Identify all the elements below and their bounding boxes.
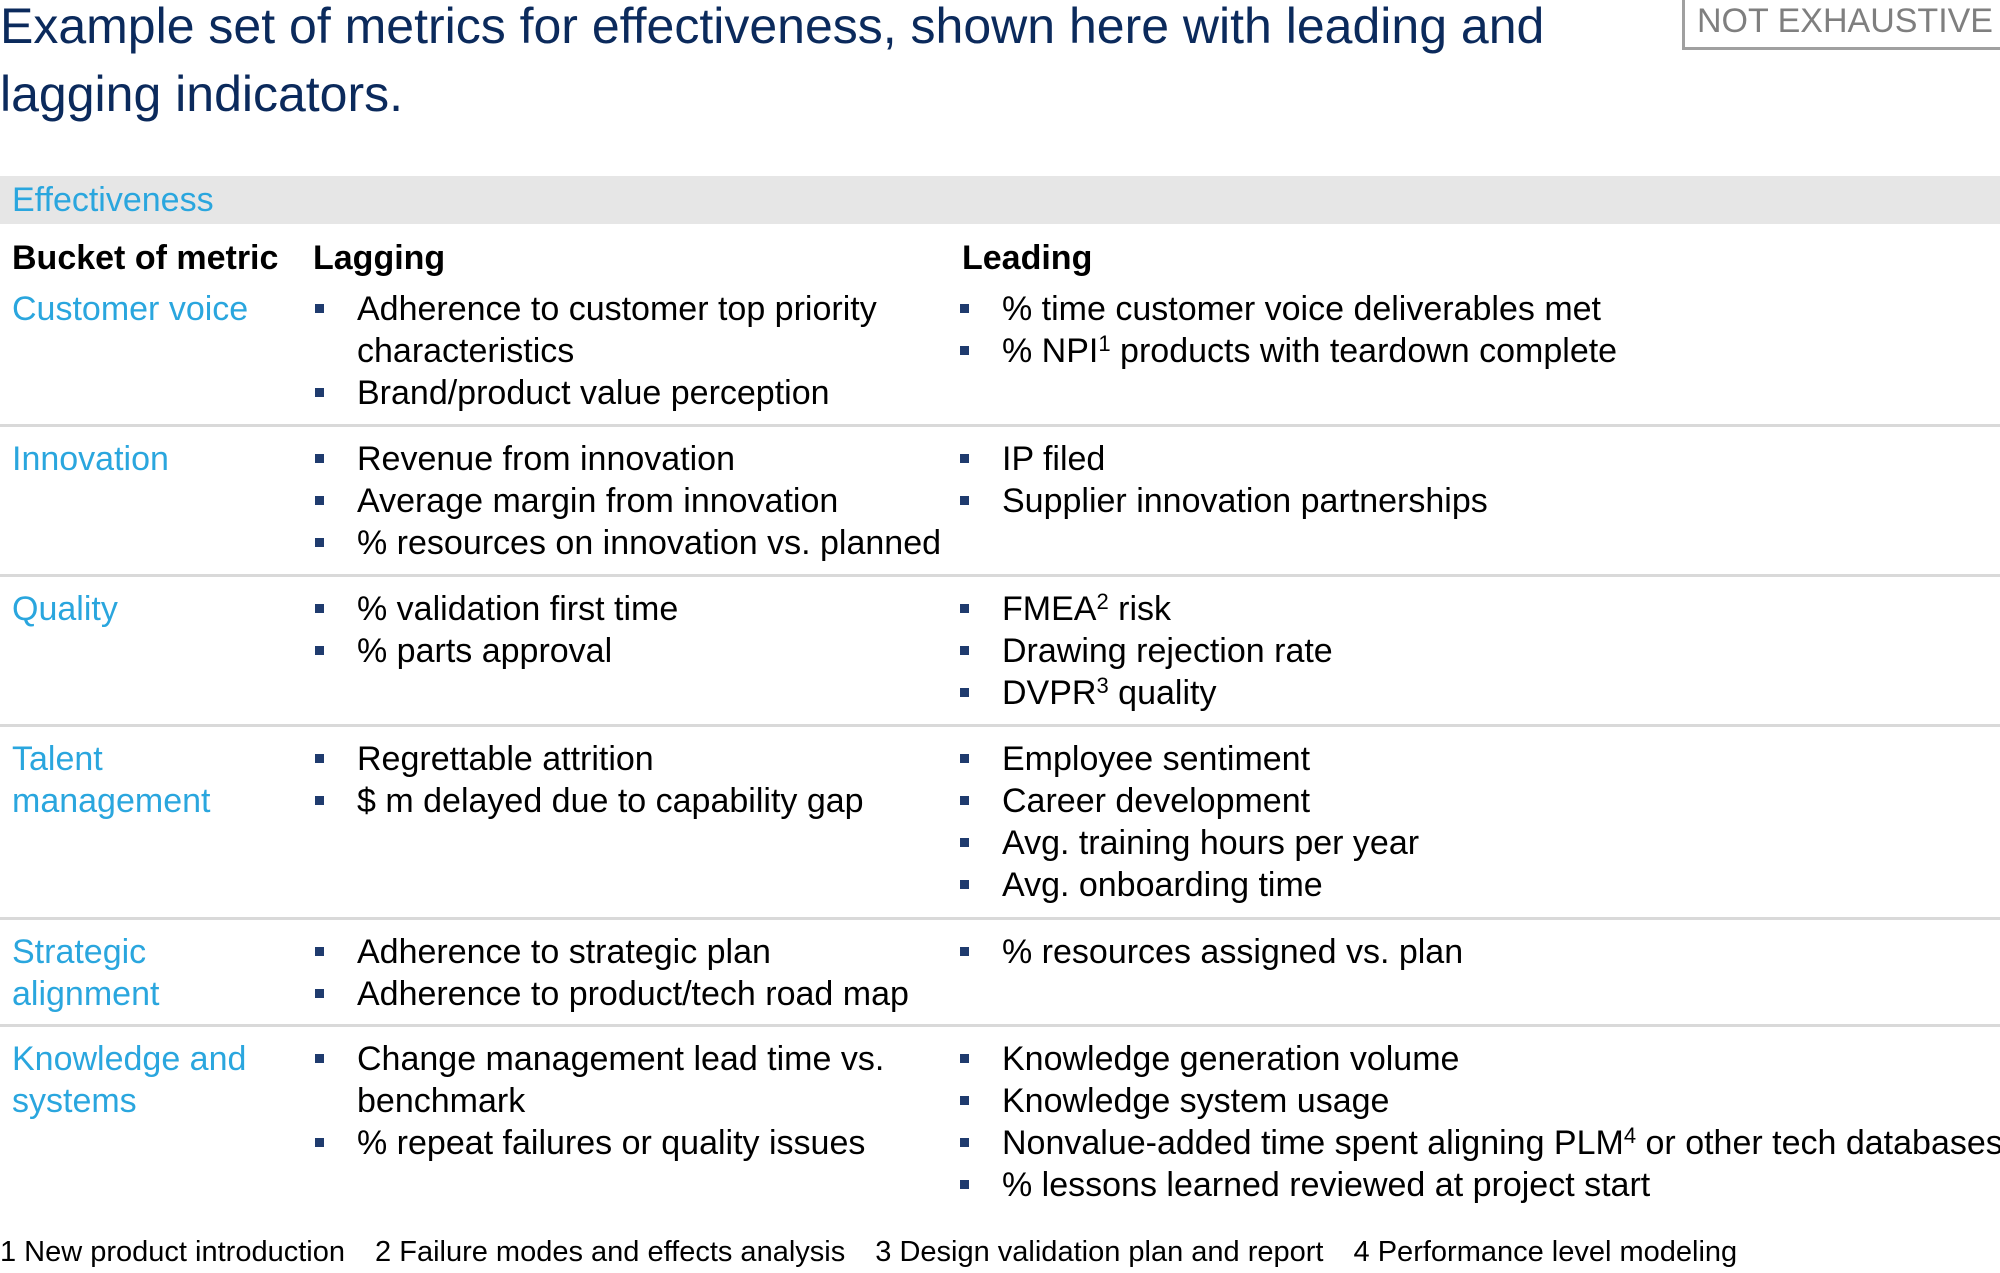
footnote: 2 Failure modes and effects analysis <box>375 1236 846 1268</box>
list-item: Career development <box>958 780 1998 822</box>
lagging-list: Adherence to strategic plan Adherence to… <box>313 931 953 1015</box>
footnote-marker: 2 <box>1096 589 1109 614</box>
list-item: % NPI1 products with teardown complete <box>958 330 1998 372</box>
list-item: % time customer voice deliverables met <box>958 288 1998 330</box>
list-item: % repeat failures or quality issues <box>313 1122 953 1164</box>
list-item: Regrettable attrition <box>313 738 953 780</box>
lagging-list: % validation first time % parts approval <box>313 588 953 672</box>
list-item: DVPR3 quality <box>958 672 1998 714</box>
column-header-lagging: Lagging <box>313 239 446 277</box>
category-label: Strategic alignment <box>12 933 160 1013</box>
list-item: IP filed <box>958 438 1998 480</box>
list-item: Drawing rejection rate <box>958 630 1998 672</box>
footnote-marker: 4 <box>1623 1123 1637 1148</box>
list-item: % parts approval <box>313 630 953 672</box>
lagging-list: Revenue from innovation Average margin f… <box>313 438 953 564</box>
leading-list: Employee sentiment Career development Av… <box>958 738 1998 906</box>
metric-row-innovation: Innovation Revenue from innovation Avera… <box>0 438 2000 577</box>
footnote: 3 Design validation plan and report <box>875 1236 1324 1268</box>
list-item: Employee sentiment <box>958 738 1998 780</box>
list-item: % resources assigned vs. plan <box>958 931 1998 973</box>
lagging-list: Change management lead time vs. benchmar… <box>313 1038 953 1164</box>
metric-row-customer-voice: Customer voice Adherence to customer top… <box>0 288 2000 427</box>
category-label: Talent management <box>12 740 211 820</box>
list-item: Knowledge system usage <box>958 1080 1998 1122</box>
metric-row-talent-management: Talent management Regrettable attrition … <box>0 738 2000 920</box>
metric-row-strategic-alignment: Strategic alignment Adherence to strateg… <box>0 931 2000 1027</box>
list-item: Knowledge generation volume <box>958 1038 1998 1080</box>
footnote: 4 Performance level modeling <box>1353 1236 1738 1268</box>
list-item: Average margin from innovation <box>313 480 953 522</box>
lagging-list: Regrettable attrition $ m delayed due to… <box>313 738 953 822</box>
list-item: % validation first time <box>313 588 953 630</box>
list-item: Nonvalue-added time spent aligning PLM4 … <box>958 1122 2000 1164</box>
leading-list: % time customer voice deliverables met %… <box>958 288 1998 372</box>
page-title: Example set of metrics for effectiveness… <box>0 0 1545 122</box>
leading-list: Knowledge generation volume Knowledge sy… <box>958 1038 2000 1206</box>
list-item: Adherence to product/tech road map <box>313 973 953 1015</box>
footnote: 1 New product introduction <box>0 1236 345 1268</box>
section-header-effectiveness: Effectiveness <box>0 176 2000 224</box>
footnote-marker: 3 <box>1096 673 1109 698</box>
category-label: Quality <box>12 590 118 628</box>
column-header-leading: Leading <box>962 239 1093 277</box>
list-item: Change management lead time vs. benchmar… <box>313 1038 937 1122</box>
leading-list: % resources assigned vs. plan <box>958 931 1998 973</box>
list-item: Revenue from innovation <box>313 438 953 480</box>
not-exhaustive-badge: NOT EXHAUSTIVE <box>1682 0 2000 50</box>
column-header-bucket: Bucket of metric <box>12 239 279 277</box>
list-item: Supplier innovation partnerships <box>958 480 1998 522</box>
category-label: Knowledge and systems <box>12 1040 247 1120</box>
list-item: Avg. training hours per year <box>958 822 1998 864</box>
list-item: % lessons learned reviewed at project st… <box>958 1164 1998 1206</box>
metric-row-knowledge-and-systems: Knowledge and systems Change management … <box>0 1038 2000 1218</box>
footnote-marker: 1 <box>1098 331 1111 356</box>
category-label: Customer voice <box>12 290 249 328</box>
footnotes: 1 New product introduction 2 Failure mod… <box>0 1232 1759 1272</box>
leading-list: FMEA2 risk Drawing rejection rate DVPR3 … <box>958 588 1998 714</box>
list-item: FMEA2 risk <box>958 588 1998 630</box>
list-item: $ m delayed due to capability gap <box>313 780 953 822</box>
list-item: Adherence to customer top priority chara… <box>313 288 957 372</box>
lagging-list: Adherence to customer top priority chara… <box>313 288 953 414</box>
list-item: % resources on innovation vs. planned <box>313 522 953 564</box>
metric-row-quality: Quality % validation first time % parts … <box>0 588 2000 727</box>
leading-list: IP filed Supplier innovation partnership… <box>958 438 1998 522</box>
category-label: Innovation <box>12 440 169 478</box>
list-item: Brand/product value perception <box>313 372 953 414</box>
list-item: Avg. onboarding time <box>958 864 1998 906</box>
list-item: Adherence to strategic plan <box>313 931 953 973</box>
